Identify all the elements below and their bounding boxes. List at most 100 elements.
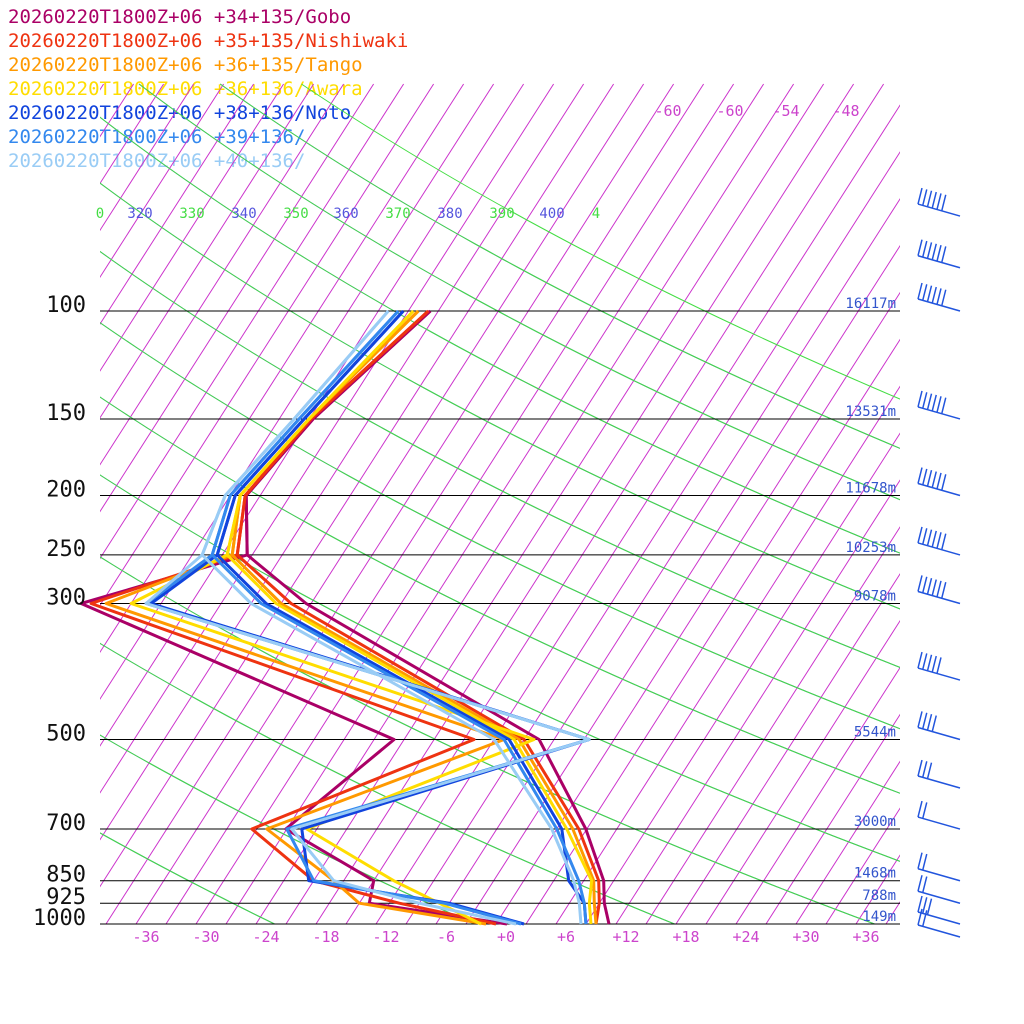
pressure-label: 700	[46, 811, 86, 836]
isotherm-line	[976, 84, 1024, 924]
isotherm-line	[885, 901, 900, 924]
isotherm-line	[100, 83, 615, 888]
isotherm-line	[0, 84, 44, 924]
wind-barb	[917, 390, 961, 420]
temperature-tick-label: +6	[557, 928, 575, 946]
wind-barb	[917, 852, 961, 882]
isotherm-line	[0, 84, 74, 924]
isotherm-line	[100, 83, 375, 513]
legend-entry-gobo: 20260220T1800Z+06 +34+135/Gobo	[8, 6, 352, 28]
theta-label: 360	[333, 206, 358, 222]
isotherm-line	[405, 151, 900, 924]
isotherm-line	[705, 619, 900, 924]
wind-barb-flag	[917, 711, 923, 728]
height-label: 13531m	[845, 404, 896, 420]
isotherm-line	[100, 83, 225, 279]
wind-barb	[917, 239, 961, 269]
wind-barb-flag	[917, 282, 923, 300]
isotherm-line	[165, 83, 705, 924]
temperature-tick-label: +18	[672, 928, 699, 946]
theta-label: 320	[127, 206, 152, 222]
legend-entry-nishiwaki: 20260220T1800Z+06 +35+135/Nishiwaki	[8, 30, 409, 52]
isotherm-line	[105, 83, 645, 924]
wind-barb-flag	[917, 390, 923, 408]
wind-barb-staff	[917, 298, 961, 312]
legend-entry-39-136: 20260220T1800Z+06 +39+136/	[8, 126, 306, 148]
dewpoint-profile-4	[149, 309, 591, 926]
wind-barb-flag	[922, 876, 928, 893]
isotherm-line	[375, 104, 900, 924]
wind-barb-flag	[926, 470, 933, 487]
theta-label: 380	[437, 206, 462, 222]
height-label: 9078m	[854, 588, 896, 604]
isotherm-line	[285, 83, 825, 924]
isotherm-line	[315, 83, 855, 924]
wind-barb-flag	[922, 910, 928, 927]
isotherm-line	[645, 526, 900, 924]
theta-label: 390	[489, 206, 514, 222]
wind-barb-staff	[917, 590, 961, 605]
upper-temperature-tick-label: -48	[832, 102, 859, 120]
wind-barb-flag	[917, 875, 923, 892]
wind-barb-flag	[922, 189, 928, 206]
isotherm-line	[1006, 84, 1024, 924]
moist-adiabat-line	[100, 642, 675, 924]
wind-barb-flag	[926, 577, 933, 595]
wind-barb-flag	[917, 239, 923, 256]
theta-label: 370	[385, 206, 410, 222]
wind-barb-flag	[936, 288, 942, 305]
theta-label: 340	[231, 206, 256, 222]
isotherm-lines	[0, 83, 1024, 924]
isotherm-line	[135, 83, 675, 924]
theta-label: 0	[96, 206, 104, 222]
wind-barb	[917, 711, 961, 741]
isotherm-line	[100, 83, 495, 700]
wind-barb-flag	[931, 655, 937, 673]
wind-barb-flag	[922, 897, 928, 914]
temperature-tick-label: -24	[252, 928, 279, 946]
isotherm-line	[495, 291, 900, 924]
wind-barb-flag	[917, 800, 923, 818]
temperature-tick-label: +36	[852, 928, 879, 946]
wind-barb-staff	[917, 868, 961, 882]
wind-barb	[917, 651, 961, 681]
legend-entry-tango: 20260220T1800Z+06 +36+135/Tango	[8, 54, 363, 76]
wind-barb-flag	[922, 853, 928, 871]
wind-barb-flag	[931, 394, 937, 412]
isotherm-line	[100, 83, 315, 419]
isotherm-line	[225, 83, 765, 924]
wind-barb-flag	[941, 582, 947, 599]
wind-barb	[917, 908, 961, 938]
wind-barb-flag	[931, 191, 937, 209]
wind-barb-flag	[922, 528, 928, 545]
isotherm-line	[825, 807, 900, 924]
isotherm-line	[100, 83, 555, 794]
wind-barb-flag	[941, 194, 947, 211]
moist-adiabat-line	[100, 116, 900, 554]
wind-barb-flag	[926, 393, 933, 410]
sounding-profiles	[79, 309, 611, 926]
wind-barb-flag	[931, 579, 937, 596]
wind-barb-flag	[917, 852, 923, 869]
pressure-label: 300	[46, 585, 86, 610]
wind-barb	[917, 187, 961, 217]
temperature-tick-label: -12	[372, 928, 399, 946]
wind-barb	[917, 800, 961, 830]
wind-barb-flag	[922, 653, 928, 670]
upper-temperature-tick-label: -60	[716, 102, 743, 120]
wind-barb-flag	[926, 242, 933, 259]
wind-barb	[917, 895, 961, 925]
wind-barb-flag	[931, 243, 937, 260]
theta-label: 330	[179, 206, 204, 222]
wind-barb-staff	[917, 542, 961, 556]
wind-barb-flag	[936, 396, 942, 413]
isotherm-line	[615, 479, 900, 924]
wind-barb-staff	[917, 726, 961, 741]
height-label: 3000m	[854, 814, 896, 830]
moist-adiabat-line	[100, 322, 900, 730]
wind-barb-flag	[941, 397, 947, 414]
isotherm-line	[946, 84, 1024, 924]
legend-entry-awara: 20260220T1800Z+06 +36+136/Awara	[8, 78, 363, 100]
wind-barb-flag	[931, 715, 937, 732]
